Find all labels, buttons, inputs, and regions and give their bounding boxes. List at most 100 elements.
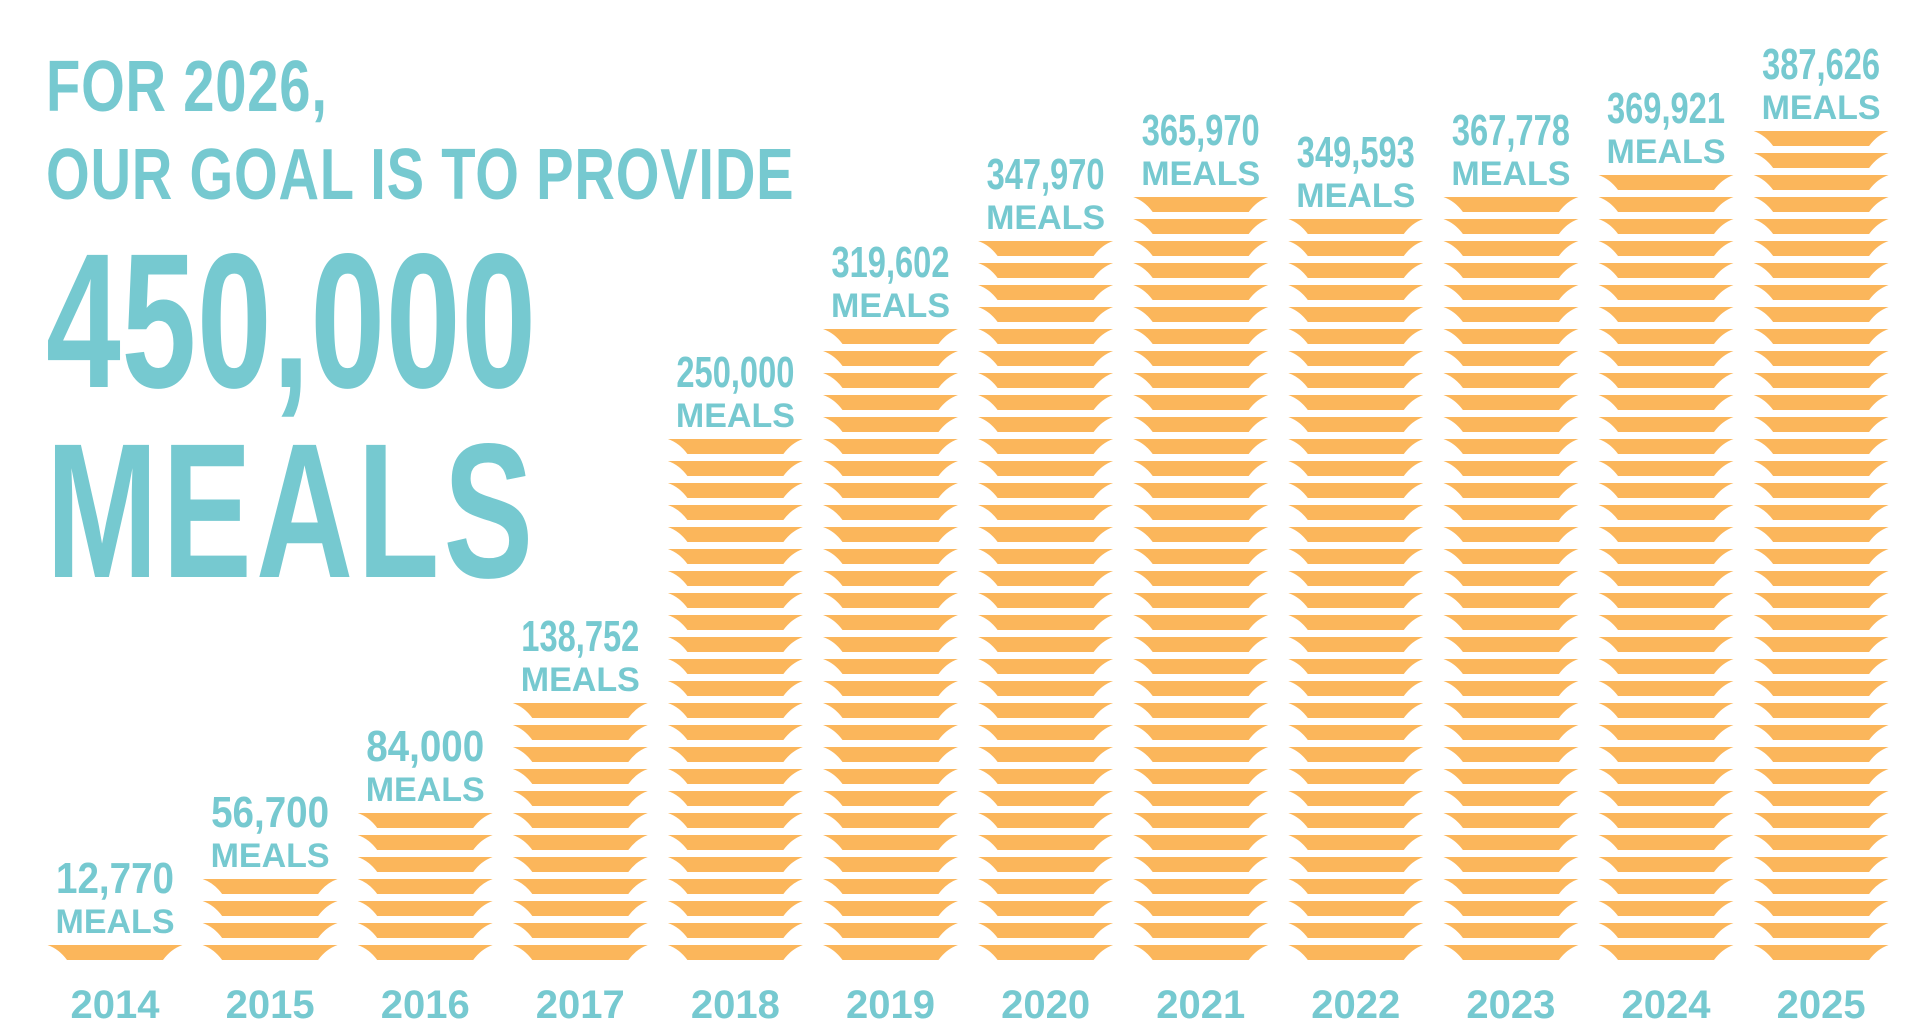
plate-mark <box>1288 549 1424 564</box>
plate-mark <box>1753 879 1889 894</box>
plate-mark <box>1288 615 1424 630</box>
plate-mark <box>1133 637 1269 652</box>
plate-mark <box>667 439 803 454</box>
plate-mark <box>667 659 803 674</box>
plate-mark <box>1288 769 1424 784</box>
bar-2014 <box>47 945 183 960</box>
plate-mark <box>1288 417 1424 432</box>
plate-mark <box>823 439 958 454</box>
x-tick-label: 2015 <box>226 983 315 1027</box>
plate-mark <box>1133 505 1269 520</box>
data-label-value: 369,921 <box>1607 84 1725 133</box>
plate-mark <box>1753 439 1889 454</box>
bar-2016 <box>357 813 493 960</box>
plate-mark <box>1598 175 1734 190</box>
plate-mark <box>1133 483 1269 498</box>
plate-mark <box>978 549 1114 564</box>
plate-mark <box>978 263 1114 278</box>
plate-mark <box>978 857 1114 872</box>
x-tick-label: 2016 <box>381 983 470 1027</box>
x-tick-label: 2018 <box>691 983 780 1027</box>
data-label-unit: MEALS <box>56 903 175 941</box>
plate-mark <box>667 681 803 696</box>
plate-mark <box>1598 637 1734 652</box>
plate-mark <box>1133 197 1269 212</box>
plate-mark <box>1288 725 1424 740</box>
plate-mark <box>667 791 803 806</box>
plate-mark <box>1288 241 1424 256</box>
goal-intro-line-2: OUR GOAL IS TO PROVIDE <box>46 135 795 215</box>
data-label-value: 387,626 <box>1762 40 1880 89</box>
plate-mark <box>1443 351 1579 366</box>
plate-mark <box>1598 285 1734 300</box>
plate-mark <box>1753 483 1889 498</box>
plate-mark <box>1598 197 1734 212</box>
plate-mark <box>978 681 1114 696</box>
plate-mark <box>1443 197 1579 212</box>
goal-unit: MEALS <box>46 403 538 618</box>
plate-mark <box>667 637 803 652</box>
bar-2024 <box>1598 175 1734 960</box>
x-tick-label: 2022 <box>1311 983 1400 1027</box>
plate-mark <box>1133 417 1269 432</box>
x-tick-label: 2019 <box>846 983 935 1027</box>
plate-mark <box>667 505 803 520</box>
plate-mark <box>978 527 1114 542</box>
plate-mark <box>978 351 1114 366</box>
plate-mark <box>978 329 1114 344</box>
plate-mark <box>1133 681 1269 696</box>
plate-mark <box>512 901 648 916</box>
plate-mark <box>823 813 958 828</box>
plate-mark <box>202 923 338 938</box>
plate-mark <box>1288 285 1424 300</box>
plate-mark <box>667 857 803 872</box>
plate-mark <box>1443 417 1579 432</box>
plate-mark <box>667 593 803 608</box>
plate-mark <box>1443 329 1579 344</box>
plate-mark <box>357 901 493 916</box>
plate-mark <box>667 813 803 828</box>
plate-mark <box>1288 791 1424 806</box>
plate-mark <box>1753 637 1889 652</box>
plate-mark <box>1598 351 1734 366</box>
data-label-unit: MEALS <box>366 771 485 809</box>
plate-mark <box>978 725 1114 740</box>
plate-mark <box>357 945 493 960</box>
plate-mark <box>1288 703 1424 718</box>
plate-mark <box>978 791 1114 806</box>
plate-mark <box>978 505 1114 520</box>
plate-mark <box>978 945 1114 960</box>
data-label-value: 138,752 <box>521 612 639 661</box>
plate-mark <box>1288 439 1424 454</box>
plate-mark <box>1443 659 1579 674</box>
plate-mark <box>202 879 338 894</box>
data-label-unit: MEALS <box>521 661 640 699</box>
plate-mark <box>1598 373 1734 388</box>
plate-mark <box>1753 945 1889 960</box>
plate-mark <box>1753 571 1889 586</box>
x-tick-label: 2025 <box>1777 983 1866 1027</box>
bar-2018 <box>667 439 803 960</box>
plate-mark <box>512 703 648 718</box>
plate-mark <box>823 549 958 564</box>
plate-mark <box>823 703 958 718</box>
plate-mark <box>978 659 1114 674</box>
bar-2021 <box>1133 197 1269 960</box>
plate-mark <box>1443 879 1579 894</box>
plate-mark <box>978 747 1114 762</box>
plate-mark <box>823 395 958 410</box>
plate-mark <box>1598 791 1734 806</box>
plate-mark <box>1443 945 1579 960</box>
plate-mark <box>823 791 958 806</box>
plate-mark <box>1753 549 1889 564</box>
plate-mark <box>667 461 803 476</box>
plate-mark <box>1598 527 1734 542</box>
plate-mark <box>667 527 803 542</box>
plate-mark <box>978 461 1114 476</box>
plate-mark <box>1133 395 1269 410</box>
plate-mark <box>1598 329 1734 344</box>
plate-mark <box>1753 505 1889 520</box>
plate-mark <box>1133 813 1269 828</box>
data-label-value: 12,770 <box>56 854 174 903</box>
plate-mark <box>1443 307 1579 322</box>
